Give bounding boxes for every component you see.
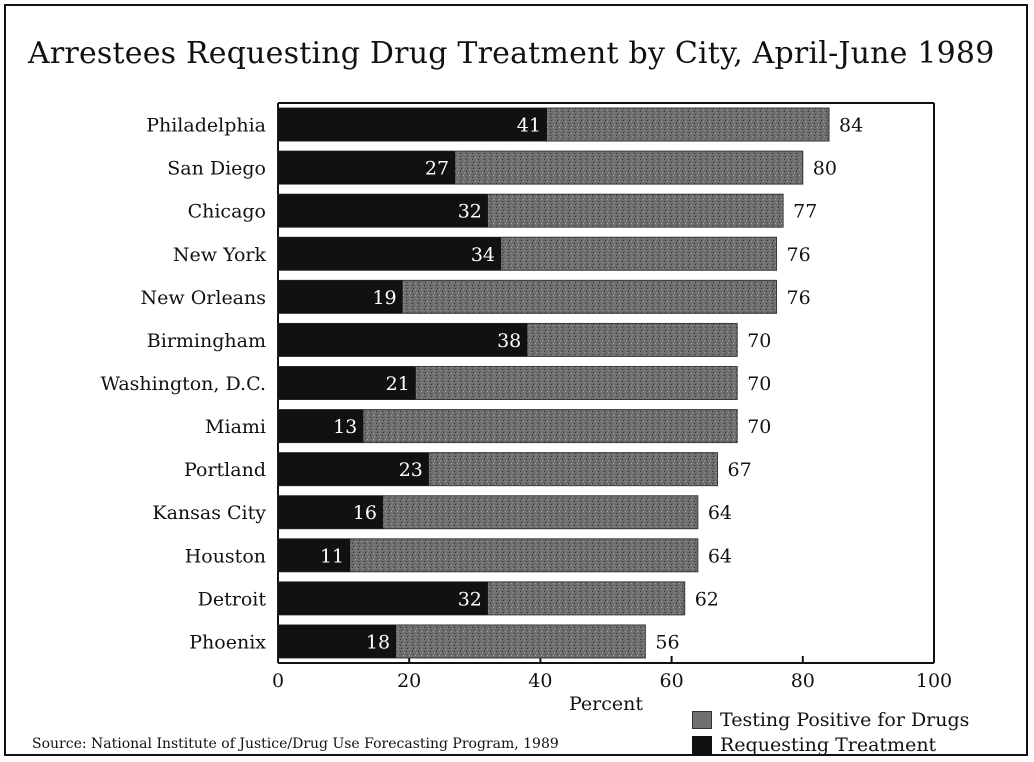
- legend-item-requesting: Requesting Treatment: [692, 734, 936, 756]
- bar-requesting-new-york: [278, 237, 502, 271]
- data-label-testing-houston: 64: [708, 545, 732, 567]
- bar-requesting-phoenix: [278, 624, 397, 658]
- data-label-requesting-philadelphia: 41: [517, 115, 541, 137]
- data-label-requesting-detroit: 32: [458, 588, 482, 610]
- category-label-philadelphia: Philadelphia: [146, 115, 266, 137]
- bar-requesting-birmingham: [278, 323, 528, 357]
- bar-requesting-chicago: [278, 194, 488, 228]
- x-tick-label: 40: [528, 670, 552, 692]
- category-label-chicago: Chicago: [188, 201, 266, 223]
- category-label-detroit: Detroit: [198, 588, 267, 610]
- category-label-new-orleans: New Orleans: [141, 287, 266, 309]
- data-label-requesting-portland: 23: [399, 459, 423, 481]
- data-label-requesting-new-orleans: 19: [372, 287, 396, 309]
- data-label-testing-washington-d-c: 70: [747, 373, 771, 395]
- data-label-requesting-washington-d-c: 21: [386, 373, 410, 395]
- bar-requesting-portland: [278, 452, 429, 486]
- data-label-requesting-kansas-city: 16: [353, 502, 377, 524]
- data-label-testing-philadelphia: 84: [839, 115, 863, 137]
- bar-requesting-san-diego: [278, 151, 456, 185]
- data-label-testing-chicago: 77: [793, 201, 817, 223]
- data-label-testing-portland: 67: [728, 459, 752, 481]
- category-label-new-york: New York: [173, 244, 267, 266]
- data-label-testing-birmingham: 70: [747, 330, 771, 352]
- bar-requesting-washington-d-c: [278, 366, 416, 400]
- legend-label-requesting: Requesting Treatment: [720, 734, 937, 756]
- x-tick-label: 60: [660, 670, 684, 692]
- data-label-requesting-miami: 13: [333, 416, 357, 438]
- data-label-requesting-san-diego: 27: [425, 158, 449, 180]
- category-label-miami: Miami: [205, 416, 266, 438]
- bar-requesting-houston: [278, 538, 351, 572]
- category-label-washington-d-c: Washington, D.C.: [100, 373, 266, 395]
- data-label-requesting-new-york: 34: [471, 244, 495, 266]
- bar-requesting-detroit: [278, 581, 488, 615]
- bar-requesting-philadelphia: [278, 108, 547, 142]
- bar-requesting-new-orleans: [278, 280, 403, 314]
- data-label-requesting-birmingham: 38: [497, 330, 521, 352]
- data-label-testing-miami: 70: [747, 416, 771, 438]
- category-label-kansas-city: Kansas City: [152, 502, 266, 524]
- data-label-testing-phoenix: 56: [655, 631, 679, 653]
- x-axis-label: Percent: [569, 693, 643, 715]
- source-note: Source: National Institute of Justice/Dr…: [32, 736, 559, 752]
- x-tick-label: 0: [272, 670, 284, 692]
- category-label-portland: Portland: [184, 459, 266, 481]
- legend-swatch-testing: [692, 711, 712, 729]
- x-tick-label: 100: [916, 670, 952, 692]
- data-label-requesting-phoenix: 18: [366, 631, 390, 653]
- data-label-testing-new-york: 76: [787, 244, 811, 266]
- legend-swatch-requesting: [692, 736, 712, 754]
- bar-requesting-kansas-city: [278, 495, 383, 529]
- data-label-requesting-houston: 11: [320, 545, 344, 567]
- category-label-phoenix: Phoenix: [189, 631, 266, 653]
- data-label-requesting-chicago: 32: [458, 201, 482, 223]
- category-label-houston: Houston: [185, 545, 266, 567]
- category-label-san-diego: San Diego: [167, 158, 266, 180]
- category-label-birmingham: Birmingham: [147, 330, 266, 352]
- bar-requesting-miami: [278, 409, 364, 443]
- legend-item-testing: Testing Positive for Drugs: [692, 709, 969, 731]
- data-label-testing-san-diego: 80: [813, 158, 837, 180]
- x-tick-label: 20: [397, 670, 421, 692]
- chart-title: Arrestees Requesting Drug Treatment by C…: [28, 36, 995, 71]
- data-label-testing-detroit: 62: [695, 588, 719, 610]
- data-label-testing-new-orleans: 76: [787, 287, 811, 309]
- legend-label-testing: Testing Positive for Drugs: [720, 709, 970, 731]
- data-label-testing-kansas-city: 64: [708, 502, 732, 524]
- x-tick-label: 80: [791, 670, 815, 692]
